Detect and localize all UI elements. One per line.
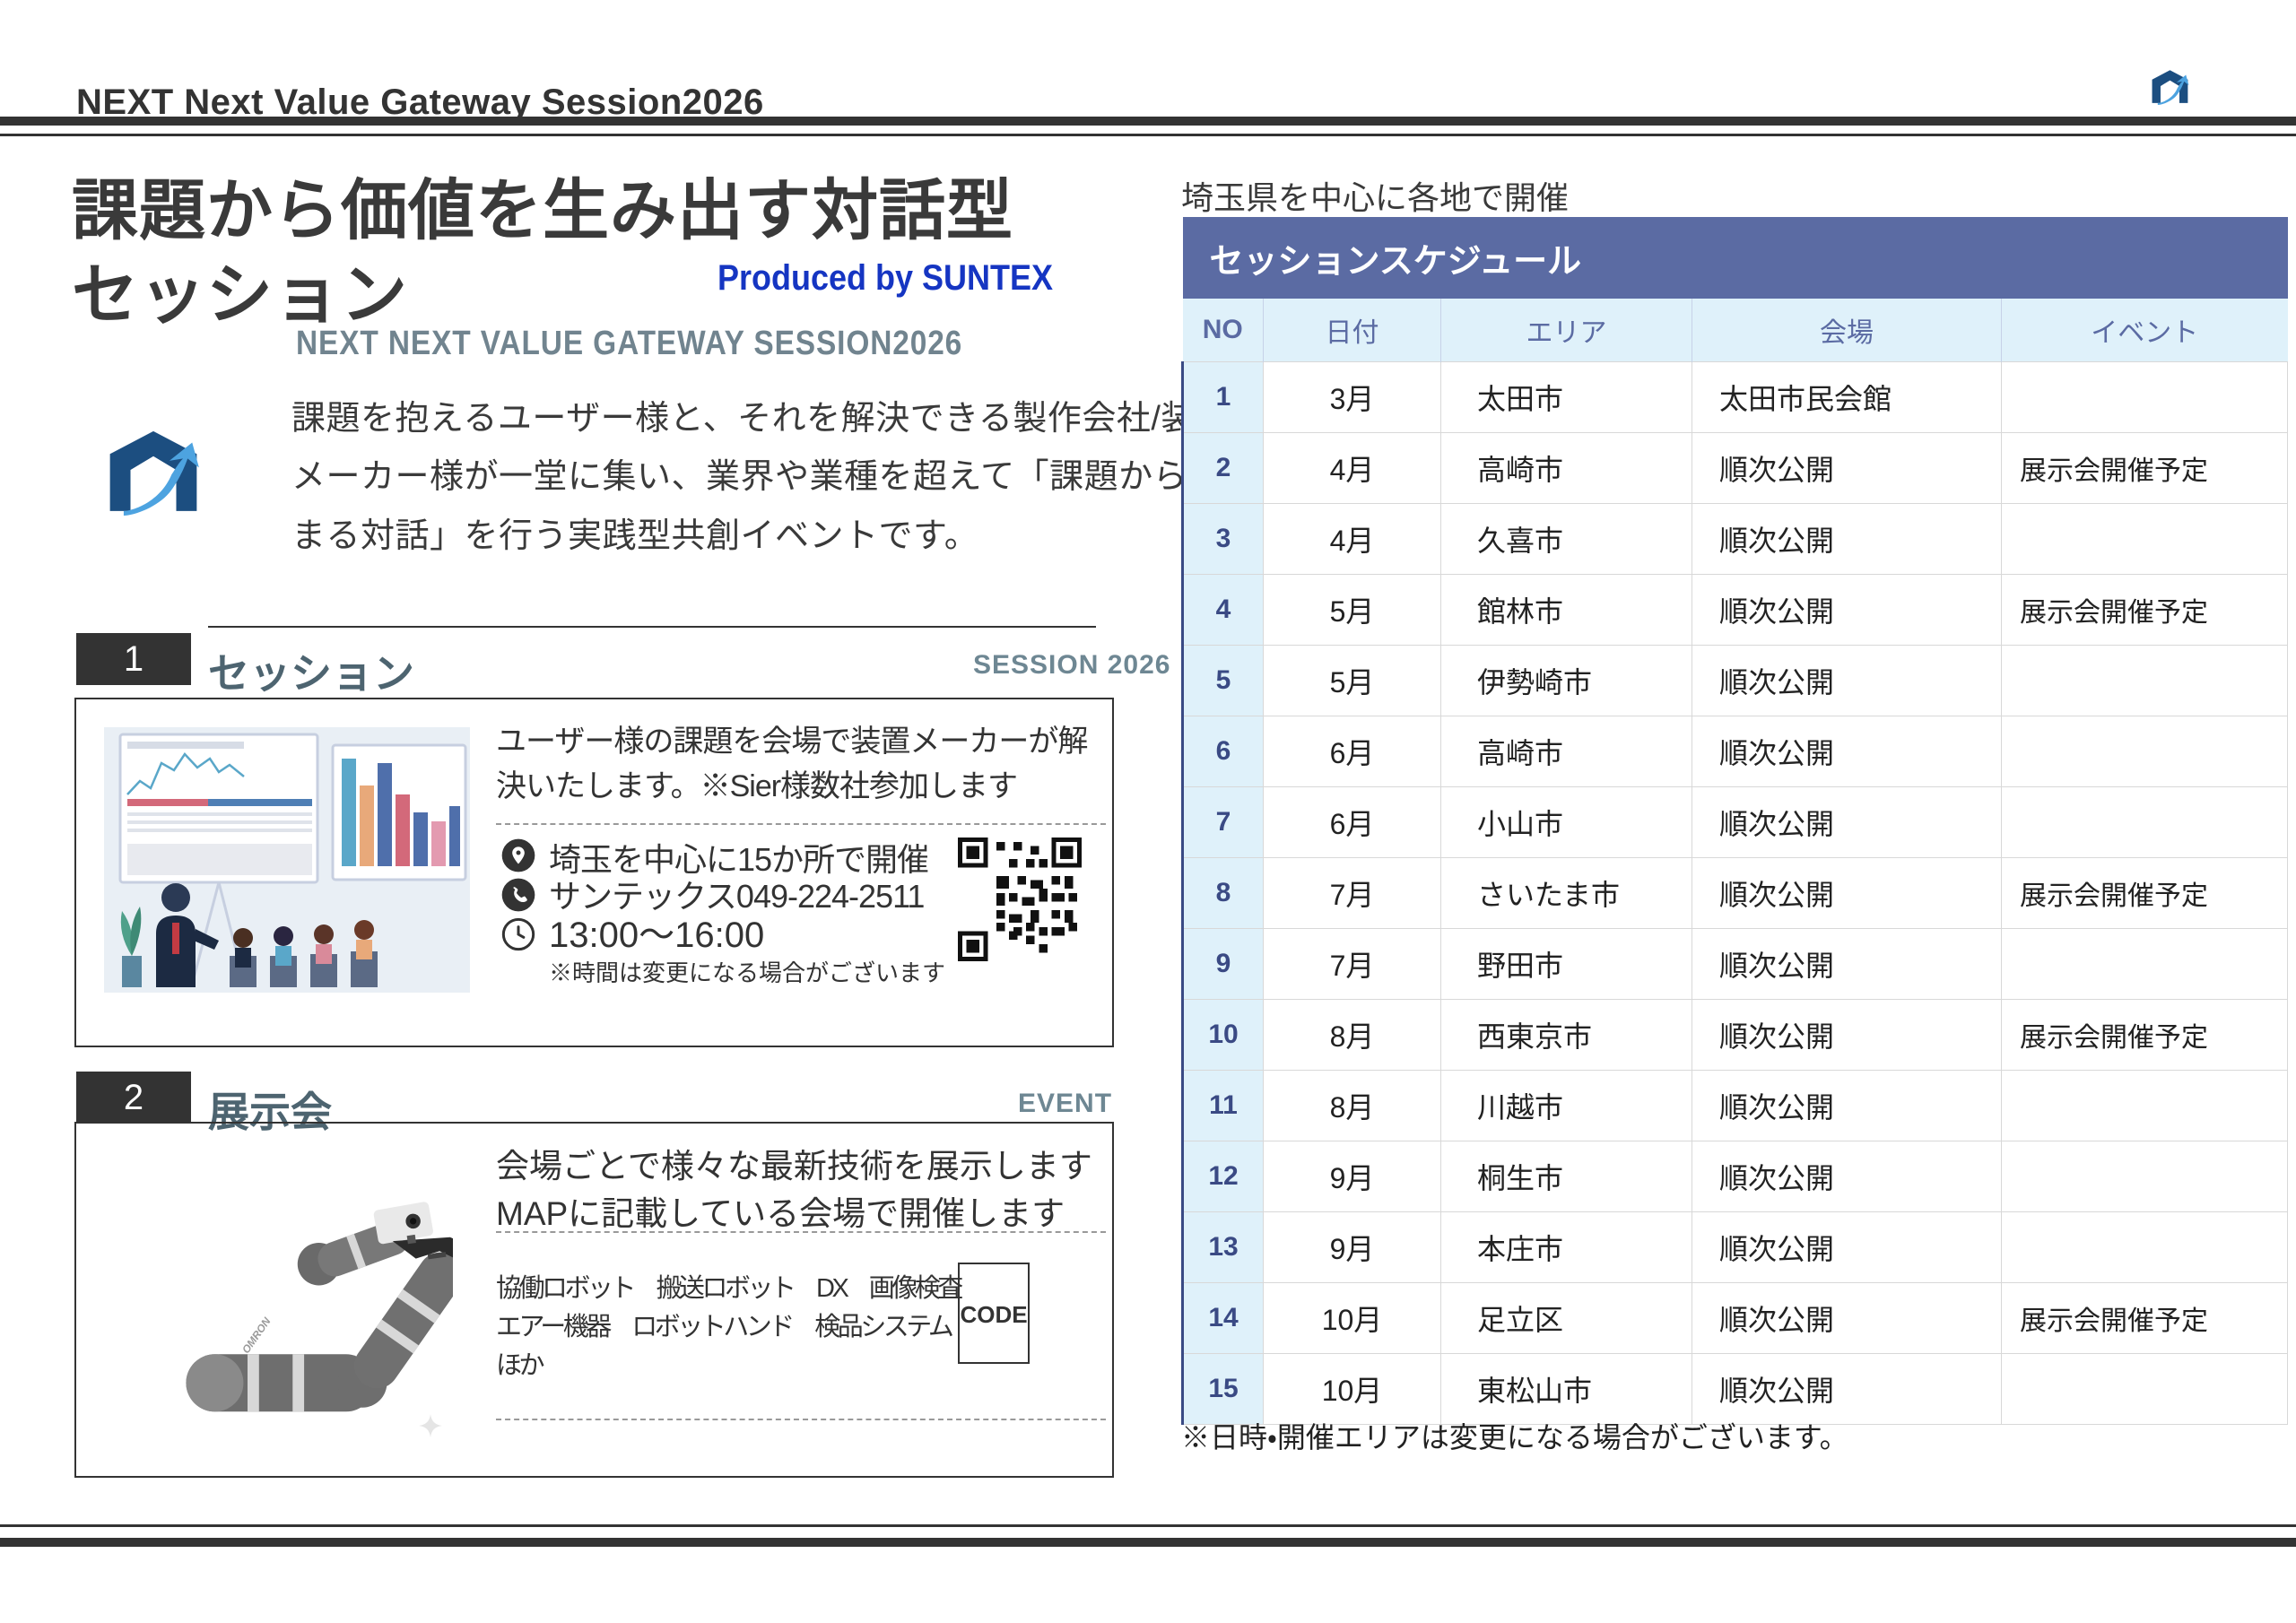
svg-text:OMRON: OMRON <box>239 1315 274 1356</box>
